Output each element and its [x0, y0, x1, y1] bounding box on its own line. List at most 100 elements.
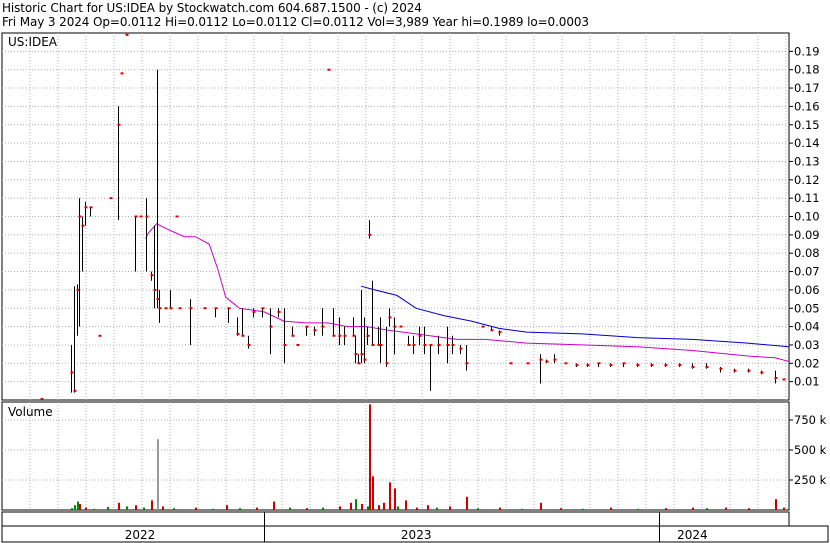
price-bar — [393, 317, 397, 355]
volume-grid — [2, 402, 789, 510]
price-bar-close — [252, 310, 256, 313]
price-bar — [459, 344, 463, 355]
volume-bar — [212, 508, 214, 510]
price-bar-close — [760, 371, 764, 374]
price-bar — [586, 363, 590, 367]
price-bar — [526, 362, 530, 365]
price-bar-close — [719, 367, 723, 370]
price-y-tick-label: 0.11 — [794, 191, 820, 205]
x-axis-band — [1, 511, 790, 527]
price-bar-close — [70, 371, 74, 374]
price-grid — [2, 33, 789, 400]
volume-bar — [226, 505, 228, 510]
price-bar — [650, 363, 654, 367]
price-bar — [371, 280, 375, 346]
price-y-tick-label: 0.08 — [794, 246, 820, 260]
price-bar — [465, 344, 469, 371]
price-bar-close — [366, 334, 370, 337]
price-bar — [575, 363, 579, 367]
price-y-tick-label: 0.02 — [794, 356, 820, 370]
price-bar — [385, 326, 389, 367]
price-y-tick-label: 0.12 — [794, 173, 820, 187]
price-bar — [379, 317, 383, 364]
price-bar-close — [498, 331, 502, 334]
volume-bar — [151, 500, 153, 510]
price-bar — [134, 215, 138, 272]
price-bar-close — [109, 197, 113, 200]
price-bar — [498, 330, 502, 336]
chart-header-quote: Fri May 3 2024 Op=0.0112 Hi=0.0112 Lo=0.… — [2, 15, 589, 29]
price-bar — [261, 307, 265, 318]
price-bar — [437, 335, 441, 355]
price-bar-close — [733, 369, 737, 372]
price-bar-close — [399, 325, 403, 328]
price-bar — [78, 198, 82, 327]
price-bar-close — [379, 343, 383, 346]
price-bar-close — [553, 358, 557, 361]
volume-bar — [77, 501, 79, 510]
x-axis: 2022 2023 2024 — [125, 512, 708, 542]
price-bar — [733, 368, 737, 373]
price-bar-close — [296, 343, 300, 346]
price-bar — [305, 325, 309, 336]
price-bar — [117, 106, 121, 221]
price-bar-close — [371, 343, 375, 346]
price-bar-close — [437, 343, 441, 346]
price-bar-close — [393, 325, 397, 328]
price-bar-close — [125, 33, 129, 36]
price-bar — [169, 289, 173, 310]
volume-bar — [540, 502, 542, 510]
price-y-axis: 0.19 0.18 0.17 0.16 0.15 0.14 0.13 0.12 0.11 0.10… — [789, 44, 820, 389]
price-bar-close — [117, 123, 121, 126]
price-bar — [252, 308, 256, 318]
price-bar-close — [120, 72, 124, 75]
price-bar-close — [423, 343, 427, 346]
price-y-tick-label: 0.04 — [794, 320, 820, 334]
price-bar — [150, 271, 154, 281]
price-bar — [73, 286, 77, 393]
price-bar-close — [153, 288, 157, 291]
volume-bar — [783, 507, 785, 510]
price-y-tick-label: 0.03 — [794, 338, 820, 352]
volume-panel-label: Volume — [8, 405, 53, 419]
price-bar — [357, 354, 361, 365]
price-panel-label: US:IDEA — [8, 35, 58, 49]
price-bar — [158, 289, 162, 323]
price-bar-close — [236, 332, 240, 335]
price-bar — [782, 378, 786, 381]
price-bar — [691, 363, 695, 369]
volume-bar — [725, 507, 727, 510]
volume-bar — [74, 505, 76, 510]
price-bar — [338, 317, 342, 345]
price-bar — [247, 335, 251, 349]
volume-bar — [367, 506, 369, 510]
price-bar — [719, 366, 723, 373]
price-bar — [98, 334, 102, 337]
volume-bar — [162, 506, 164, 510]
price-bar — [145, 198, 149, 272]
volume-y-tick-label: 750 k — [794, 413, 827, 427]
price-bar-close — [363, 358, 367, 361]
price-bar-close — [465, 362, 469, 365]
volume-bar — [273, 501, 275, 510]
price-bar-close — [98, 334, 102, 337]
price-bar-close — [650, 364, 654, 367]
price-bar — [545, 359, 549, 364]
price-bar — [84, 201, 88, 226]
volume-bar — [560, 508, 562, 510]
volume-bar — [416, 507, 418, 510]
price-bar-close — [459, 347, 463, 350]
price-bar — [125, 33, 129, 36]
volume-y-axis: 250 k 500 k 750 k — [789, 413, 827, 487]
volume-bar — [195, 507, 197, 510]
price-bar — [539, 354, 543, 384]
price-bar — [313, 326, 317, 336]
price-bar-close — [388, 316, 392, 319]
volume-bar — [692, 507, 694, 510]
volume-bar — [372, 476, 374, 510]
price-bar-close — [526, 362, 530, 365]
price-bar-close — [261, 307, 265, 310]
volume-bar — [436, 507, 438, 510]
price-bar — [175, 215, 179, 218]
